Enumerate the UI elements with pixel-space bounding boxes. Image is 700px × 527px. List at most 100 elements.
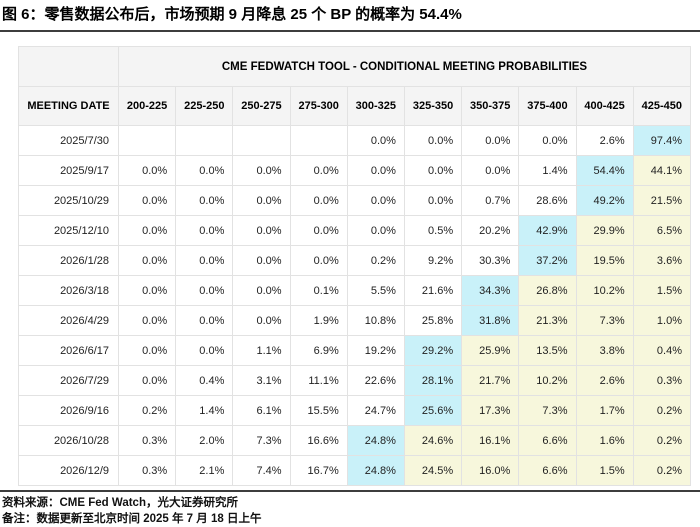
probability-cell: 1.5%	[632, 275, 692, 306]
banner-row: CME FEDWATCH TOOL - CONDITIONAL MEETING …	[18, 46, 691, 87]
probability-cell: 0.0%	[403, 185, 463, 216]
probability-cell: 0.2%	[117, 395, 177, 426]
probability-cell: 0.0%	[117, 185, 177, 216]
column-header-rate-range: 275-300	[289, 86, 348, 126]
probability-cell: 25.8%	[403, 305, 463, 336]
probability-cell: 15.5%	[289, 395, 348, 426]
probability-cell: 0.0%	[175, 335, 234, 366]
probability-cell: 19.5%	[575, 245, 634, 276]
probability-cell: 0.0%	[117, 215, 177, 246]
probability-cell: 22.6%	[346, 365, 405, 396]
probability-cell: 1.0%	[632, 305, 692, 336]
probability-cell: 24.8%	[346, 455, 405, 486]
column-header-meeting-date: MEETING DATE	[18, 86, 119, 126]
probability-cell: 0.2%	[632, 425, 692, 456]
probability-cell: 44.1%	[632, 155, 692, 186]
probability-cell: 0.0%	[175, 185, 234, 216]
probability-cell: 7.3%	[232, 425, 291, 456]
probability-cell	[117, 125, 177, 156]
footer-divider-rule	[0, 490, 700, 492]
probability-cell: 0.0%	[289, 215, 348, 246]
probability-cell: 0.3%	[632, 365, 692, 396]
meeting-date-cell: 2026/3/18	[18, 275, 119, 306]
probability-cell: 1.6%	[575, 425, 634, 456]
probability-cell: 21.7%	[461, 365, 520, 396]
probability-cell: 0.0%	[117, 155, 177, 186]
table-row: 2025/7/30 0.0% 0.0% 0.0% 0.0% 2.6% 97.4%	[18, 125, 692, 156]
probability-cell: 0.1%	[289, 275, 348, 306]
meeting-date-cell: 2026/10/28	[18, 425, 119, 456]
probability-cell: 16.1%	[461, 425, 520, 456]
probability-cell: 0.0%	[175, 305, 234, 336]
probability-cell: 37.2%	[518, 245, 577, 276]
probability-cell: 42.9%	[518, 215, 577, 246]
probability-cell: 16.7%	[289, 455, 348, 486]
column-header-rate-range: 350-375	[461, 86, 520, 126]
probability-cell: 16.0%	[461, 455, 520, 486]
column-header-rate-range: 375-400	[518, 86, 577, 126]
probability-cell: 2.0%	[175, 425, 234, 456]
probability-cell: 0.0%	[175, 245, 234, 276]
probability-cell: 0.0%	[346, 155, 405, 186]
table-row: 2026/7/29 0.0% 0.4% 3.1% 11.1% 22.6% 28.1% 21.7…	[18, 365, 692, 396]
probability-cell: 0.0%	[117, 335, 177, 366]
probability-cell: 0.0%	[232, 305, 291, 336]
meeting-date-cell: 2025/7/30	[18, 125, 119, 156]
probability-cell: 28.1%	[403, 365, 463, 396]
meeting-date-cell: 2026/1/28	[18, 245, 119, 276]
table-row: 2026/9/16 0.2% 1.4% 6.1% 15.5% 24.7% 25.6% 17.3…	[18, 395, 692, 426]
probability-cell: 21.6%	[403, 275, 463, 306]
probability-cell: 0.2%	[346, 245, 405, 276]
probability-cell: 97.4%	[632, 125, 692, 156]
probability-cell: 21.5%	[632, 185, 692, 216]
column-header-rate-range: 400-425	[575, 86, 634, 126]
probability-cell: 1.9%	[289, 305, 348, 336]
corner-cell	[18, 46, 119, 87]
probability-cell: 25.9%	[461, 335, 520, 366]
source-note: 资料来源：CME Fed Watch，光大证券研究所	[2, 497, 238, 509]
probability-cell	[289, 125, 348, 156]
table-banner: CME FEDWATCH TOOL - CONDITIONAL MEETING …	[118, 46, 691, 87]
probability-cell: 0.0%	[289, 245, 348, 276]
probability-cell: 10.2%	[575, 275, 634, 306]
table-row: 2025/10/29 0.0% 0.0% 0.0% 0.0% 0.0% 0.0% 0.7% 28…	[18, 185, 692, 216]
probability-cell: 1.5%	[575, 455, 634, 486]
probability-cell: 6.6%	[518, 425, 577, 456]
column-header-rate-range: 200-225	[117, 86, 177, 126]
probability-cell: 6.9%	[289, 335, 348, 366]
column-header-row: MEETING DATE 200-225 225-250 250-275 275-30…	[18, 86, 692, 126]
table-row: 2026/4/29 0.0% 0.0% 0.0% 1.9% 10.8% 25.8% 31.8%…	[18, 305, 692, 336]
probability-cell: 0.0%	[175, 215, 234, 246]
probability-cell: 24.6%	[403, 425, 463, 456]
meeting-date-cell: 2025/9/17	[18, 155, 119, 186]
probability-cell: 29.2%	[403, 335, 463, 366]
probability-cell: 19.2%	[346, 335, 405, 366]
probability-cell: 29.9%	[575, 215, 634, 246]
probability-cell: 0.4%	[175, 365, 234, 396]
probability-cell: 1.7%	[575, 395, 634, 426]
probability-cell: 0.3%	[117, 425, 177, 456]
probability-cell: 0.0%	[346, 215, 405, 246]
meeting-date-cell: 2025/10/29	[18, 185, 119, 216]
probability-cell: 1.1%	[232, 335, 291, 366]
probability-cell: 31.8%	[461, 305, 520, 336]
figure-footer: 资料来源：CME Fed Watch，光大证券研究所 备注：数据更新至北京时间 …	[0, 492, 700, 527]
probability-cell: 24.7%	[346, 395, 405, 426]
meeting-date-cell: 2026/4/29	[18, 305, 119, 336]
table-row: 2026/12/9 0.3% 2.1% 7.4% 16.7% 24.8% 24.5% 16.0…	[18, 455, 692, 486]
probability-cell: 9.2%	[403, 245, 463, 276]
probability-cell: 0.0%	[289, 185, 348, 216]
column-header-rate-range: 250-275	[232, 86, 291, 126]
probability-cell	[232, 125, 291, 156]
probability-cell: 0.0%	[461, 155, 520, 186]
probability-cell: 21.3%	[518, 305, 577, 336]
probability-cell: 0.0%	[175, 155, 234, 186]
fedwatch-table-container: CME FEDWATCH TOOL - CONDITIONAL MEETING …	[0, 32, 700, 486]
probability-cell: 3.1%	[232, 365, 291, 396]
probability-cell: 26.8%	[518, 275, 577, 306]
probability-cell: 2.1%	[175, 455, 234, 486]
update-note: 备注：数据更新至北京时间 2025 年 7 月 18 日上午	[2, 513, 262, 525]
probability-cell: 24.5%	[403, 455, 463, 486]
probability-cell: 0.0%	[232, 275, 291, 306]
probability-cell: 2.6%	[575, 125, 634, 156]
